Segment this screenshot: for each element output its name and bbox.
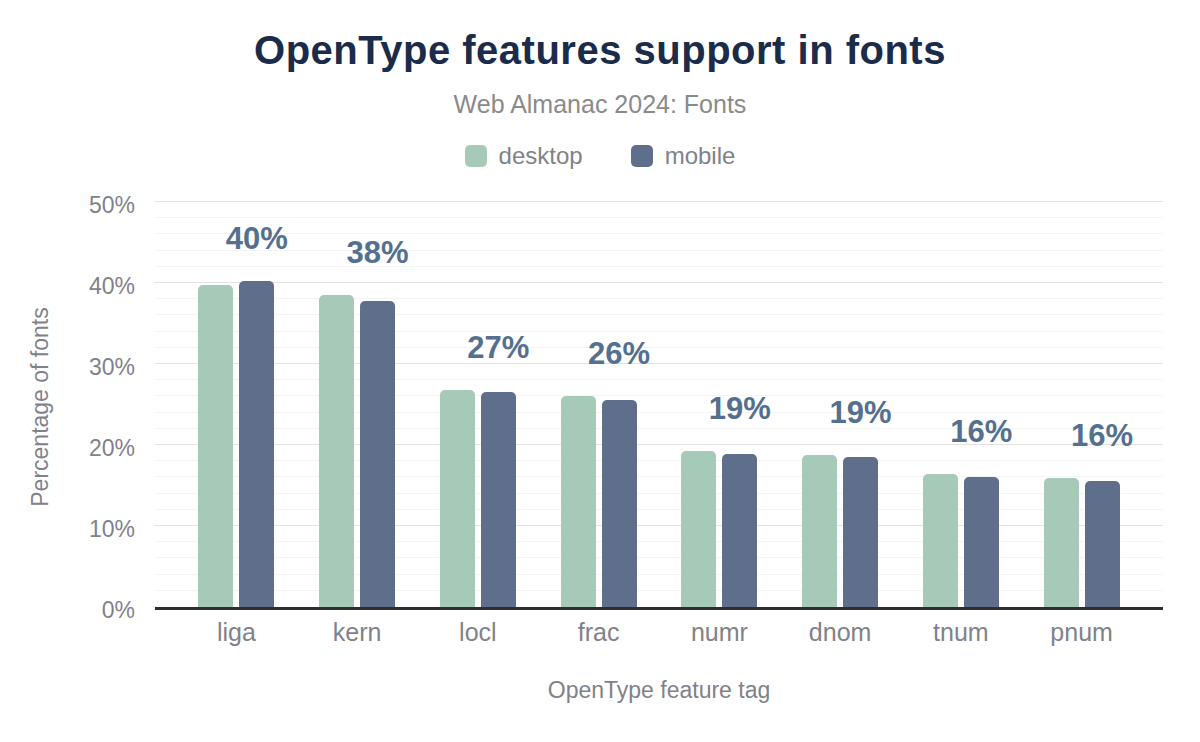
x-tick-kern: kern (287, 617, 427, 647)
bar-desktop-liga (198, 285, 233, 607)
gridline-minor (155, 557, 1163, 558)
gridline-minor (155, 590, 1163, 591)
gridline-minor (155, 476, 1163, 477)
legend-swatch-mobile (631, 145, 653, 167)
y-tick-10%: 10% (0, 517, 135, 541)
bar-desktop-pnum (1044, 478, 1079, 607)
y-axis-ticks: 0% 10% 20% 30% 40% 50% (0, 0, 145, 742)
x-tick-tnum: tnum (891, 617, 1031, 647)
x-tick-numr: numr (649, 617, 789, 647)
gridline-minor (155, 314, 1163, 315)
bar-mobile-locl (481, 392, 516, 607)
bar-value-label-numr: 19% (675, 394, 805, 424)
bar-value-label-liga: 40% (192, 224, 322, 254)
gridline-minor (155, 541, 1163, 542)
y-tick-30%: 30% (0, 355, 135, 379)
bar-mobile-dnom (843, 457, 878, 607)
bar-mobile-pnum (1085, 481, 1120, 607)
gridline-major (155, 282, 1163, 283)
y-tick-20%: 20% (0, 436, 135, 460)
chart: OpenType features support in fonts Web A… (0, 0, 1200, 742)
gridline-minor (155, 298, 1163, 299)
gridline-minor (155, 266, 1163, 267)
bar-value-label-pnum: 16% (1037, 421, 1167, 451)
chart-subtitle: Web Almanac 2024: Fonts (0, 90, 1200, 119)
bar-mobile-kern (360, 301, 395, 607)
x-tick-locl: locl (408, 617, 548, 647)
x-axis-title: OpenType feature tag (155, 677, 1163, 704)
x-tick-liga: liga (166, 617, 306, 647)
legend: desktop mobile (0, 142, 1200, 170)
gridline-minor (155, 395, 1163, 396)
bar-mobile-liga (239, 281, 274, 607)
bar-desktop-kern (319, 295, 354, 607)
bar-mobile-numr (722, 454, 757, 607)
x-tick-pnum: pnum (1012, 617, 1152, 647)
bar-desktop-locl (440, 390, 475, 607)
bar-value-label-tnum: 16% (916, 417, 1046, 447)
gridline-minor (155, 379, 1163, 380)
x-tick-dnom: dnom (770, 617, 910, 647)
bar-mobile-tnum (964, 477, 999, 607)
bar-desktop-numr (681, 451, 716, 607)
gridline-minor (155, 217, 1163, 218)
bar-value-label-kern: 38% (313, 238, 443, 268)
gridline-minor (155, 574, 1163, 575)
gridline-major (155, 525, 1163, 526)
gridline-minor (155, 460, 1163, 461)
chart-title: OpenType features support in fonts (0, 28, 1200, 73)
bar-value-label-locl: 27% (433, 333, 563, 363)
x-axis-ticks: ligakernloclfracnumrdnomtnumpnum (155, 617, 1163, 653)
y-tick-40%: 40% (0, 274, 135, 298)
gridline-major (155, 201, 1163, 202)
bar-desktop-dnom (802, 455, 837, 607)
plot-area: 40%38%27%26%19%19%16%16% (155, 205, 1163, 610)
gridline-minor (155, 493, 1163, 494)
bar-desktop-tnum (923, 474, 958, 607)
bar-value-label-dnom: 19% (796, 398, 926, 428)
bar-mobile-frac (602, 400, 637, 607)
gridline-minor (155, 331, 1163, 332)
gridline-minor (155, 509, 1163, 510)
legend-item-mobile: mobile (631, 142, 736, 170)
legend-item-desktop: desktop (465, 142, 583, 170)
x-tick-frac: frac (529, 617, 669, 647)
legend-label: mobile (665, 142, 736, 170)
legend-label: desktop (499, 142, 583, 170)
bar-value-label-frac: 26% (554, 339, 684, 369)
y-tick-50%: 50% (0, 193, 135, 217)
legend-swatch-desktop (465, 145, 487, 167)
y-tick-0%: 0% (0, 598, 135, 622)
bar-desktop-frac (561, 396, 596, 607)
gridline-minor (155, 412, 1163, 413)
